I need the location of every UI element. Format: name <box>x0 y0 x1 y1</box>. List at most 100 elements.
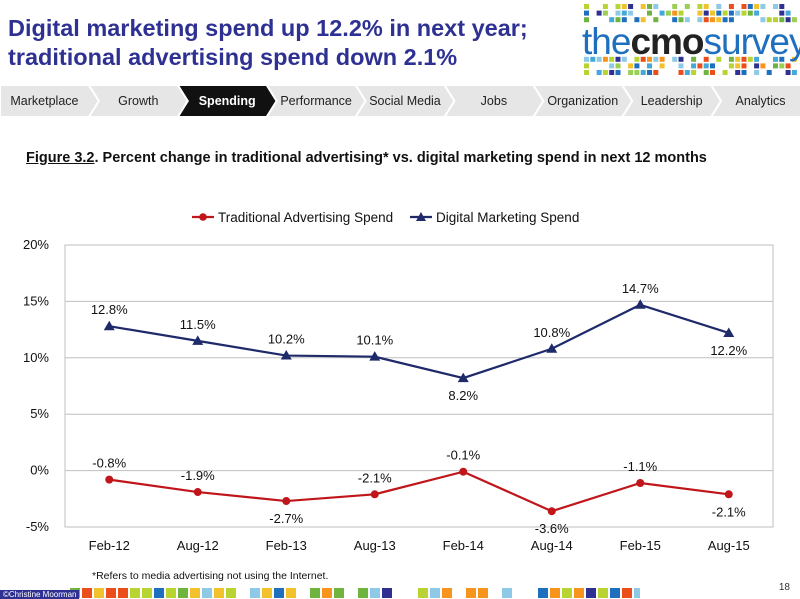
x-tick-label: Feb-13 <box>266 538 307 553</box>
nav-tab-shape[interactable] <box>621 85 723 117</box>
legend-marker-circle <box>199 213 207 221</box>
data-point <box>546 343 558 353</box>
logo-tile <box>647 56 652 62</box>
nav-tab-shape[interactable] <box>176 85 278 117</box>
nav-tab-growth[interactable]: Growth <box>118 94 159 108</box>
logo-tile <box>584 56 589 62</box>
logo-word-the: the <box>582 21 631 62</box>
strip-tile <box>610 588 620 598</box>
x-tick-label: Feb-15 <box>620 538 661 553</box>
logo-tile <box>640 4 646 9</box>
logo-tile <box>722 10 728 16</box>
logo-tile <box>615 56 621 62</box>
x-tick-label: Aug-13 <box>354 538 396 553</box>
nav-tab-social-media[interactable]: Social Media <box>369 94 441 108</box>
logo-tile <box>602 4 608 9</box>
logo-tile <box>659 63 665 69</box>
series-line-digital <box>109 303 730 380</box>
nav-tab-shape[interactable] <box>443 85 545 117</box>
logo-tile <box>754 4 760 9</box>
data-point <box>547 507 556 516</box>
logo-tile <box>653 4 659 9</box>
data-point <box>457 372 469 383</box>
nav-tab-organization[interactable]: Organization <box>547 94 619 108</box>
logo-tile <box>697 4 703 9</box>
logo-tile <box>584 4 589 9</box>
logo-tile <box>785 17 791 23</box>
nav-tab-shape[interactable] <box>532 85 634 117</box>
logo-tile <box>647 10 652 16</box>
logo-tile <box>640 56 646 62</box>
logo-tile <box>779 4 785 9</box>
strip-tile <box>442 588 452 598</box>
logo-tile <box>735 10 741 16</box>
logo-tile <box>602 70 608 75</box>
logo-tile <box>684 4 690 9</box>
logo-tile <box>634 56 640 62</box>
x-tick-label: Feb-14 <box>443 538 484 553</box>
data-label: -2.1% <box>712 504 746 519</box>
data-label: -2.7% <box>269 511 303 526</box>
data-label: 11.5% <box>180 317 216 332</box>
logo-tile <box>615 4 621 9</box>
data-label: 8.2% <box>448 388 478 403</box>
logo-tile <box>760 4 766 9</box>
logo-tile <box>703 10 709 16</box>
logo-tile <box>697 63 703 69</box>
data-point <box>723 327 735 337</box>
data-label: -0.8% <box>92 456 126 471</box>
x-tick-label: Feb-12 <box>89 538 130 553</box>
plot-area <box>64 244 774 528</box>
logo-tile <box>760 17 766 23</box>
nav-tab-shape[interactable] <box>709 85 800 117</box>
logo-tile <box>710 70 715 75</box>
figure-title: Figure 3.2. Percent change in traditiona… <box>26 150 707 166</box>
logo-tile <box>584 10 589 16</box>
logo-tile <box>590 56 596 62</box>
logo-tile <box>728 56 734 62</box>
logo-tile <box>728 4 734 9</box>
data-point <box>636 479 645 488</box>
logo-tile <box>640 17 646 23</box>
y-tick-label: 10% <box>23 350 49 365</box>
nav-tab-shape[interactable] <box>87 85 189 117</box>
nav-tab-performance[interactable]: Performance <box>280 94 352 108</box>
logo-tile <box>716 10 722 16</box>
strip-tile <box>562 588 572 598</box>
logo-tile <box>665 10 671 16</box>
nav-tab-shape[interactable] <box>265 85 367 117</box>
nav-tab-analytics[interactable]: Analytics <box>735 94 786 108</box>
logo-tile <box>659 10 665 16</box>
data-point <box>369 351 381 361</box>
logo-tile <box>678 70 684 75</box>
logo-tile <box>747 4 753 9</box>
logo-tile <box>785 70 791 75</box>
logo-tile <box>615 70 621 75</box>
logo-tile <box>716 17 722 23</box>
logo-tile <box>678 56 684 62</box>
logo-tile <box>672 56 678 62</box>
nav-chevrons <box>0 85 800 117</box>
logo-tile <box>703 17 709 23</box>
nav-tab-marketplace[interactable]: Marketplace <box>10 94 79 108</box>
nav-tab-shape[interactable] <box>354 85 456 117</box>
data-label: -3.6% <box>535 521 569 536</box>
strip-tile <box>166 588 176 598</box>
strip-tile <box>586 588 596 598</box>
logo-tile <box>703 63 709 69</box>
logo-tile <box>672 17 678 23</box>
logo-tile <box>621 4 627 9</box>
strip-tile <box>598 588 608 598</box>
nav-tab-spending[interactable]: Spending <box>198 94 256 108</box>
data-point <box>105 475 114 484</box>
nav-tab-jobs[interactable]: Jobs <box>480 94 508 108</box>
logo-tile <box>615 63 621 69</box>
logo-tile <box>653 17 659 23</box>
x-tick-label: Aug-15 <box>708 538 750 553</box>
nav-tab-leadership[interactable]: Leadership <box>640 94 703 108</box>
series-line-traditional <box>109 470 729 513</box>
strip-tile <box>190 588 200 598</box>
strip-tile <box>286 588 296 598</box>
y-tick-label: 0% <box>30 463 49 478</box>
data-point <box>280 350 292 360</box>
